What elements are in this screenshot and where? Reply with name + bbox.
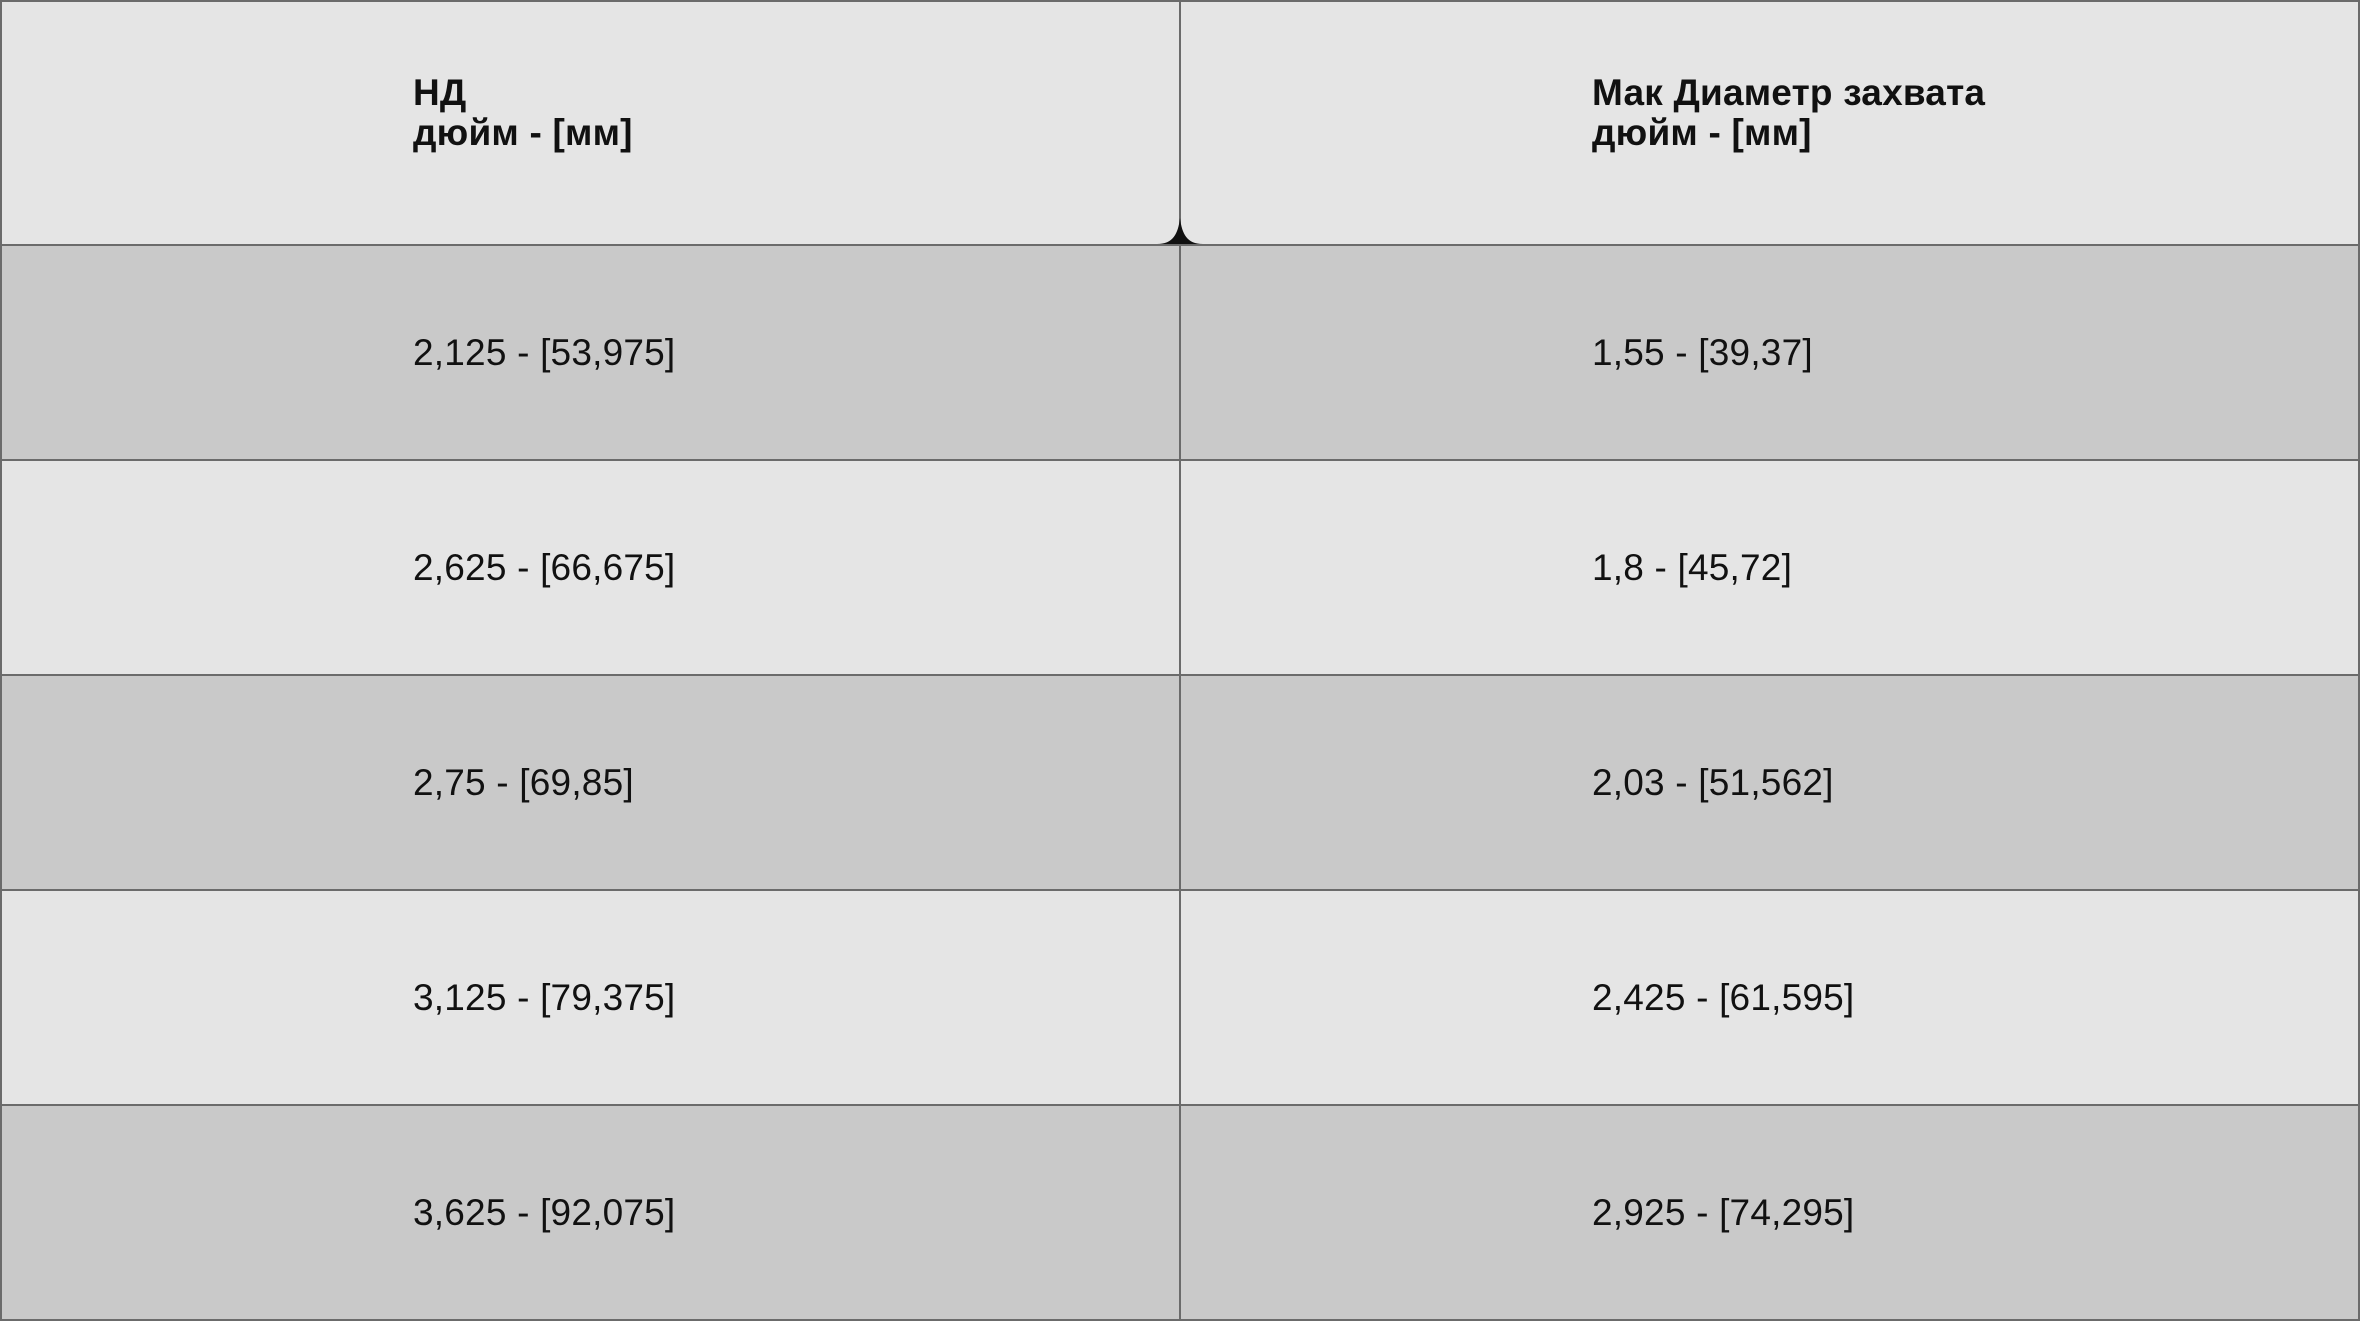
header-units: дюйм - [мм] (1592, 112, 1812, 153)
header-units: дюйм - [мм] (413, 112, 633, 153)
divider-notch-icon (1157, 218, 1203, 244)
table-cell: 2,925 - [74,295] (1181, 1106, 2358, 1319)
table-cell: 2,425 - [61,595] (1181, 891, 2358, 1106)
table-cell: 1,8 - [45,72] (1181, 461, 2358, 676)
table-cell: 3,625 - [92,075] (2, 1106, 1181, 1319)
table-cell: 2,125 - [53,975] (2, 246, 1181, 461)
header-title: Мак Диаметр захвата (1592, 72, 1986, 113)
header-cell-nd: НД дюйм - [мм] (2, 2, 1181, 246)
header-text-nd: НД дюйм - [мм] (413, 73, 633, 153)
header-title: НД (413, 72, 467, 113)
table-cell: 2,625 - [66,675] (2, 461, 1181, 676)
table-cell: 2,03 - [51,562] (1181, 676, 2358, 891)
table-cell: 2,75 - [69,85] (2, 676, 1181, 891)
table-cell: 3,125 - [79,375] (2, 891, 1181, 1106)
header-cell-max-diameter: Мак Диаметр захвата дюйм - [мм] (1181, 2, 2358, 246)
table-cell: 1,55 - [39,37] (1181, 246, 2358, 461)
header-text-max-diameter: Мак Диаметр захвата дюйм - [мм] (1592, 73, 1985, 153)
